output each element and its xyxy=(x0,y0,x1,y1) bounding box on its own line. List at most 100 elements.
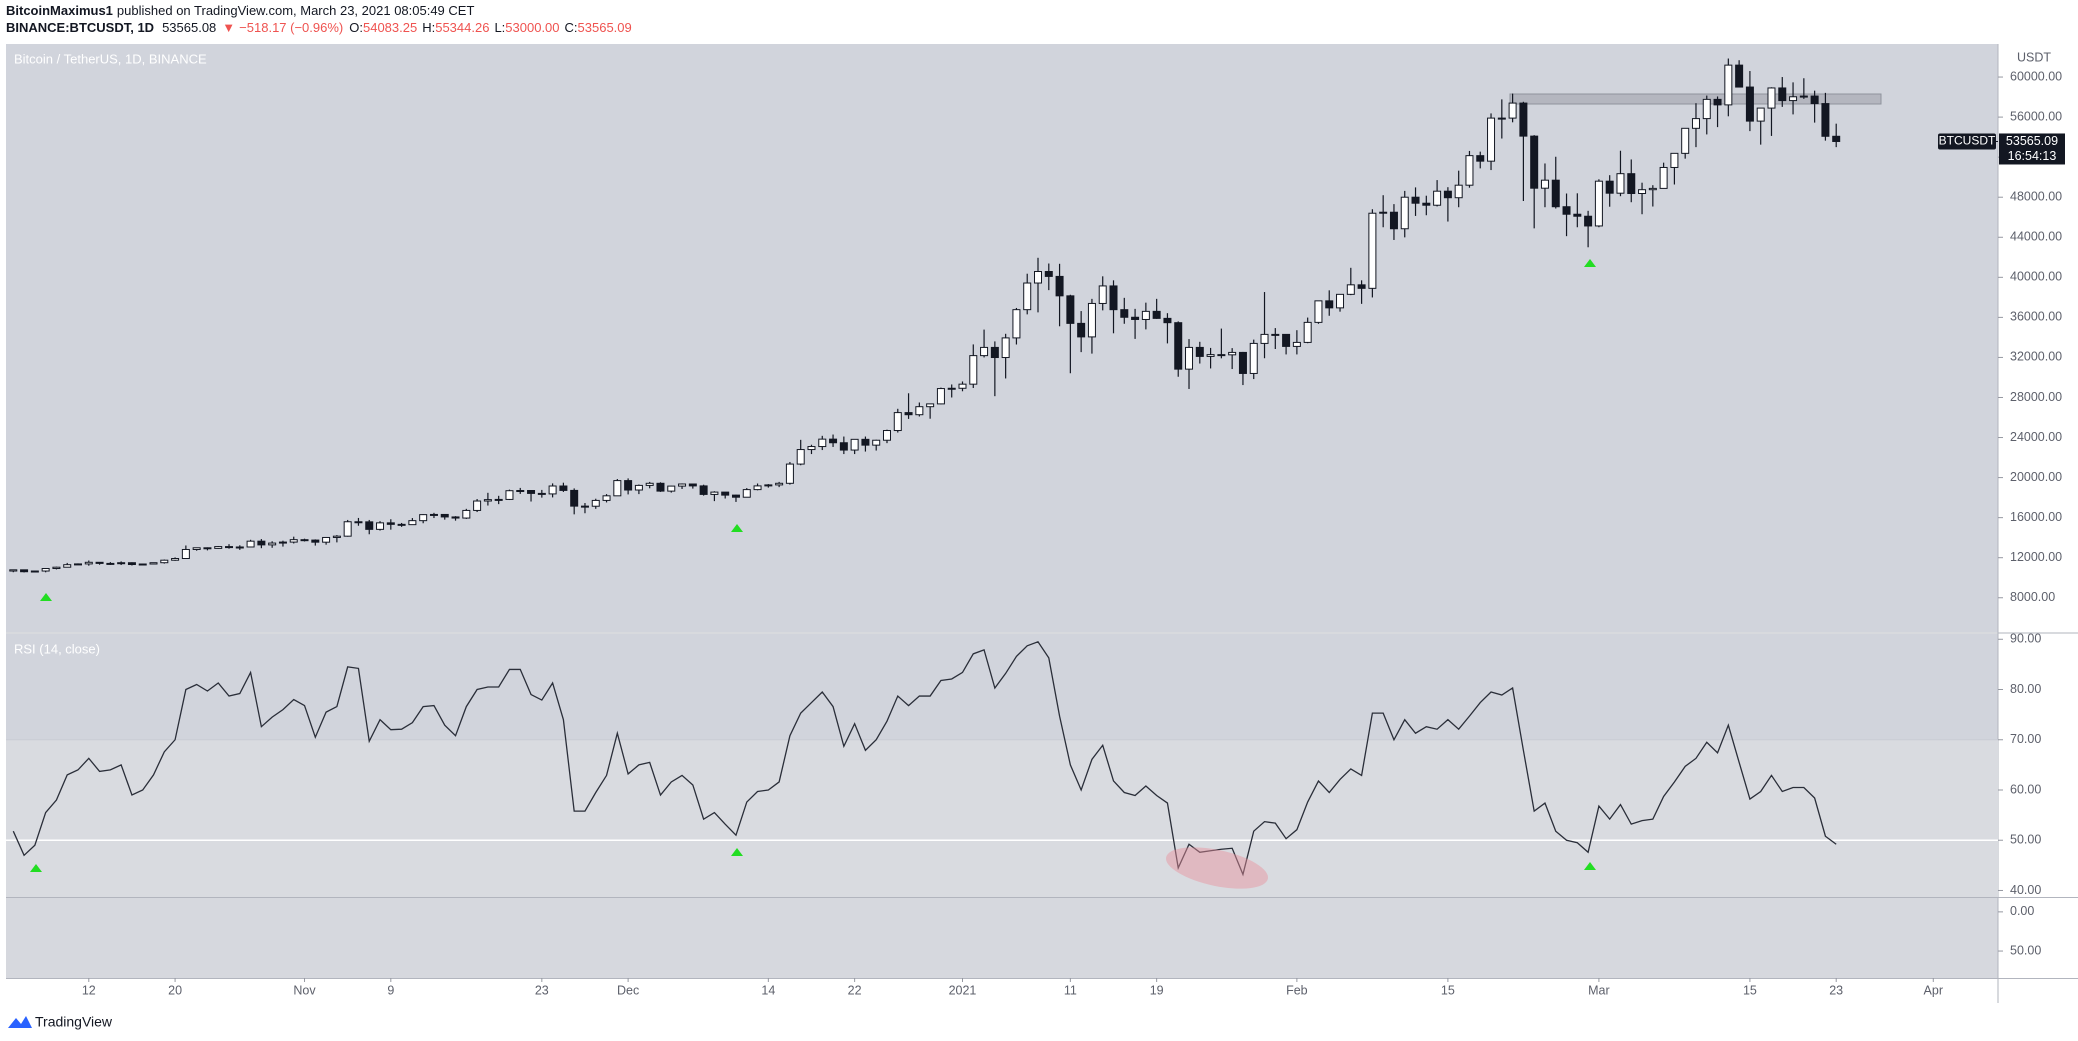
y-tick-label: 28000.00 xyxy=(2010,390,2062,404)
candle-body xyxy=(882,430,891,441)
candle-body xyxy=(1260,333,1269,344)
candle-body xyxy=(1238,351,1247,374)
candle-body xyxy=(624,480,633,491)
x-tick-label: 2021 xyxy=(949,983,977,997)
candle-body xyxy=(1530,135,1539,189)
candle-body xyxy=(1497,117,1506,120)
candle-body xyxy=(63,564,72,568)
candle-body xyxy=(1314,300,1323,323)
signal-arrow xyxy=(30,864,42,872)
candle-body xyxy=(1303,321,1312,343)
candle-body xyxy=(192,547,201,550)
candle-body xyxy=(688,483,697,487)
x-tick-label: 9 xyxy=(387,983,394,997)
candle-body xyxy=(365,521,374,530)
highlight-ellipse xyxy=(1165,847,1269,889)
candle-body xyxy=(1638,189,1647,195)
signal-arrow xyxy=(731,524,743,532)
candle-body xyxy=(95,561,104,564)
y-tick-label: 36000.00 xyxy=(2010,310,2062,324)
candle-body xyxy=(947,387,956,390)
candle-body xyxy=(839,442,848,451)
candle-body xyxy=(1012,309,1021,339)
candle-body xyxy=(969,355,978,385)
candle-body xyxy=(537,492,546,495)
rsi-y-tick-label: 70.00 xyxy=(2010,732,2041,746)
ohlc-value: 53000.00 xyxy=(505,20,559,35)
candle-body xyxy=(1724,64,1733,106)
ohlc-value: 55344.26 xyxy=(435,20,489,35)
candle-body xyxy=(1411,196,1420,204)
rsi-y-tick-label: 90.00 xyxy=(2010,632,2041,646)
candle-body xyxy=(1616,173,1625,194)
y-tick-label: 20000.00 xyxy=(2010,470,2062,484)
candle-body xyxy=(483,499,492,502)
candle-body xyxy=(1670,152,1679,168)
candle-body xyxy=(1228,351,1237,356)
candle-body xyxy=(278,541,287,544)
candle-body xyxy=(1756,107,1765,122)
signal-arrow xyxy=(40,593,52,601)
candle-body xyxy=(203,547,212,550)
x-tick-label: 19 xyxy=(1150,983,1164,997)
ohlc-value: 54083.25 xyxy=(363,20,417,35)
candle-body xyxy=(1659,166,1668,189)
countdown: 16:54:13 xyxy=(2008,149,2057,163)
candle-body xyxy=(634,484,643,491)
candle-body xyxy=(1066,295,1075,324)
candle-body xyxy=(1001,337,1010,359)
x-tick-label: 15 xyxy=(1743,983,1757,997)
candle-body xyxy=(127,562,136,566)
candle-body xyxy=(1141,310,1150,320)
candle-body xyxy=(1540,179,1549,189)
x-tick-label: Mar xyxy=(1588,983,1610,997)
change: −518.17 (−0.96%) xyxy=(239,20,343,35)
price-tag-bg xyxy=(1999,133,2065,165)
candle-body xyxy=(171,558,180,561)
candle-body xyxy=(1044,271,1053,277)
rsi-pane-title: RSI (14, close) xyxy=(14,641,100,656)
candle-body xyxy=(1185,346,1194,370)
candle-body xyxy=(1551,179,1560,208)
candle-body xyxy=(1778,87,1787,102)
candle-body xyxy=(289,539,298,543)
candle-body xyxy=(1087,302,1096,338)
candle-body xyxy=(74,563,83,566)
candle-body xyxy=(893,412,902,432)
y-tick-label: 44000.00 xyxy=(2010,230,2062,244)
candle-body xyxy=(1325,300,1334,309)
candle-body xyxy=(764,484,773,487)
candle-body xyxy=(106,562,115,565)
candle-body xyxy=(149,562,158,565)
candle-body xyxy=(1508,102,1517,119)
candle-body xyxy=(1562,206,1571,215)
candle-body xyxy=(1702,98,1711,120)
candle-body xyxy=(1691,118,1700,129)
candle-body xyxy=(1389,211,1398,230)
candle-body xyxy=(268,542,277,546)
candle-body xyxy=(1767,87,1776,109)
candle-body xyxy=(926,403,935,408)
candle-body xyxy=(1055,275,1064,297)
brand-icon xyxy=(8,1016,32,1028)
ohlc-label: L: xyxy=(494,20,505,35)
candle-body xyxy=(1400,196,1409,230)
candle-body xyxy=(699,485,708,495)
candle-body xyxy=(386,522,395,525)
candle-body xyxy=(30,570,39,573)
x-tick-label: Nov xyxy=(293,983,316,997)
candle-body xyxy=(548,485,557,495)
candle-body xyxy=(408,520,417,526)
candle-body xyxy=(1810,95,1819,105)
last-price: 53565.08 xyxy=(162,20,216,35)
candle-body xyxy=(225,546,234,549)
candle-body xyxy=(667,485,676,492)
y-tick-label: 48000.00 xyxy=(2010,190,2062,204)
candle-body xyxy=(710,491,719,495)
candle-body xyxy=(343,521,352,537)
y-tick-label: 32000.00 xyxy=(2010,350,2062,364)
candle-body xyxy=(1217,354,1226,357)
symbol: BINANCE:BTCUSDT, 1D xyxy=(6,20,154,35)
candle-body xyxy=(160,559,169,564)
candle-body xyxy=(354,521,363,524)
